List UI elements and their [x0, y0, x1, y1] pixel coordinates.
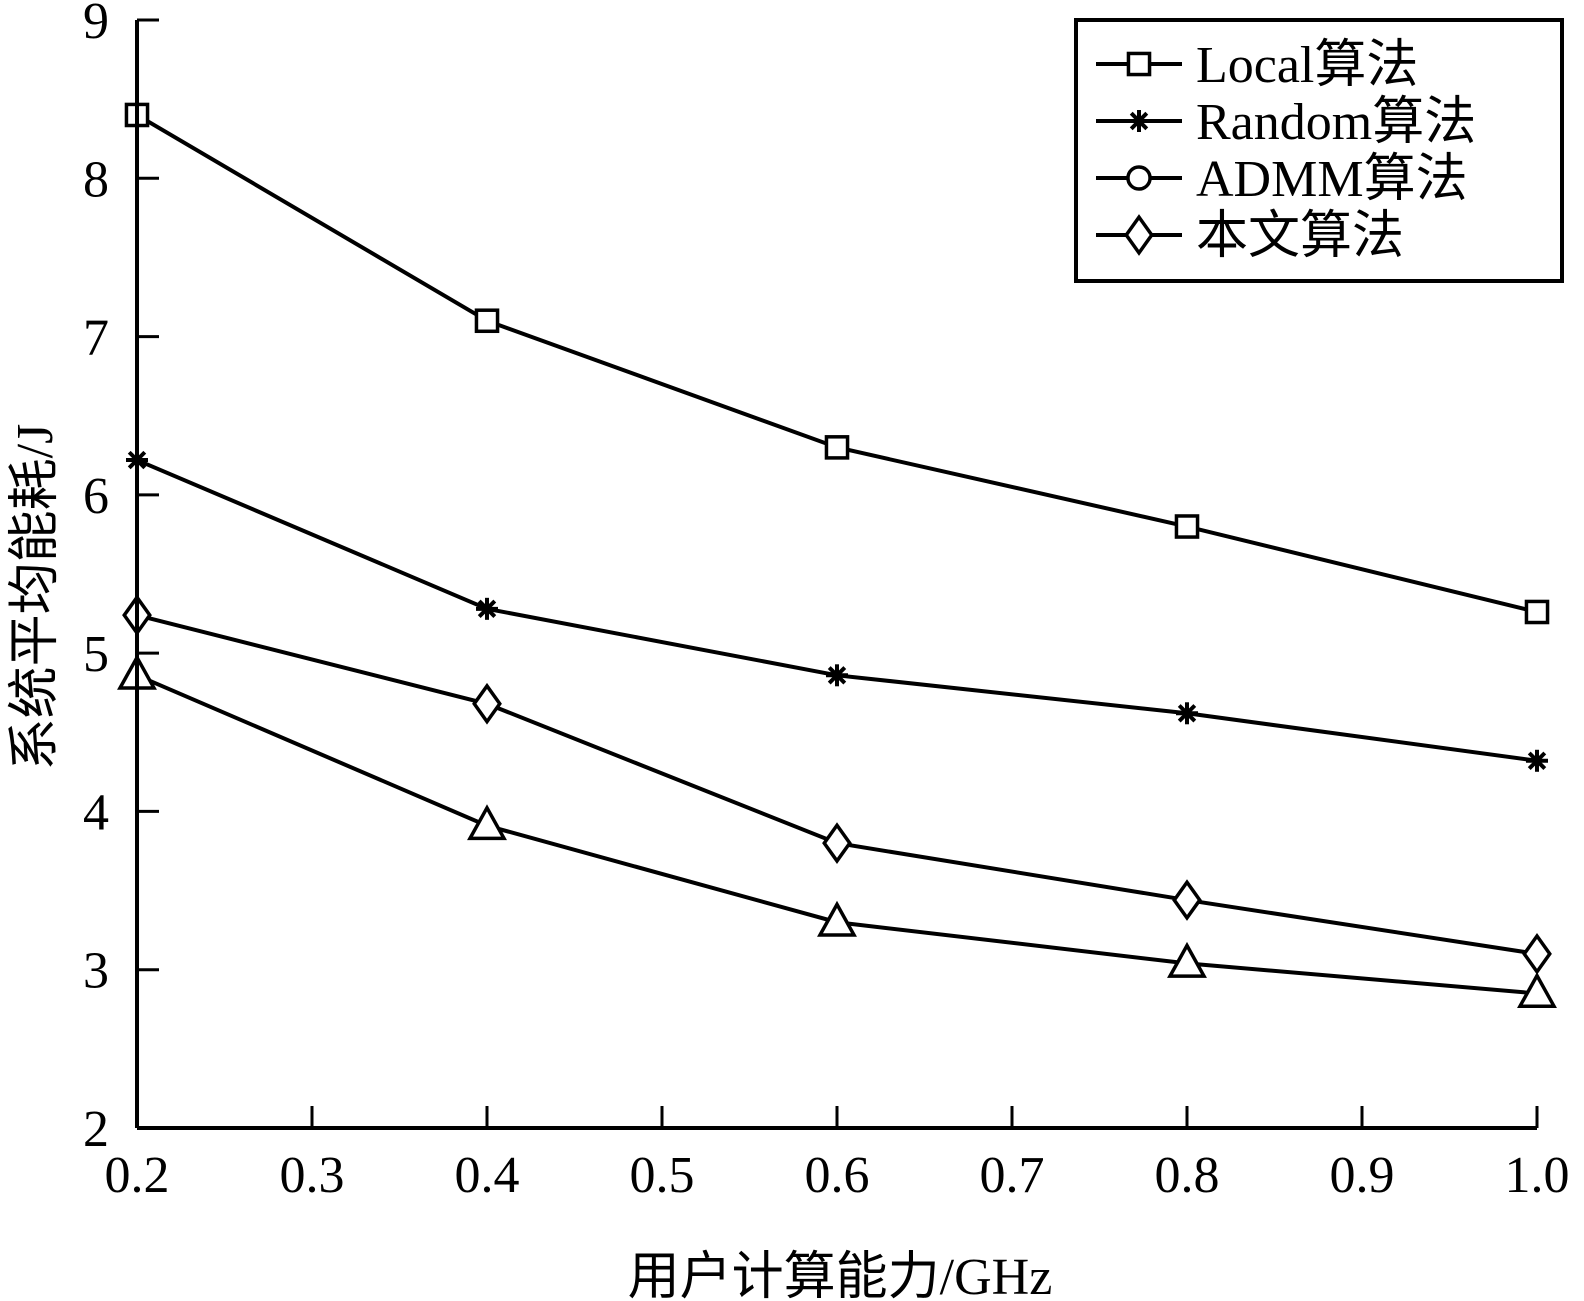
legend-marker: [1126, 51, 1152, 77]
x-tick-label: 0.2: [105, 1147, 170, 1204]
data-point: [474, 308, 500, 334]
y-tick-label: 9: [83, 0, 109, 50]
axes: 0.2 0.3 0.4 0.5 0.6 0.7 0.8 0.9 1.0 2 3 4 5 6 7 8 9: [83, 0, 1570, 1204]
y-axis-title: 系统平均能耗/J: [7, 424, 64, 771]
data-point: [824, 435, 850, 460]
data-point: [1174, 514, 1200, 539]
data-point: [822, 822, 852, 864]
data-point: [1176, 702, 1198, 725]
series-3: [117, 653, 1557, 1008]
x-tick-label: 0.6: [805, 1147, 870, 1204]
x-tick-label: 0.3: [280, 1147, 345, 1204]
y-tick-label: 4: [83, 784, 109, 841]
x-tick-label: 1.0: [1505, 1147, 1570, 1204]
legend-label: Random算法: [1196, 94, 1476, 151]
y-tick-label: 6: [83, 468, 109, 525]
y-tick-label: 7: [83, 310, 109, 367]
legend-marker: [1126, 165, 1152, 191]
legend-label: ADMM算法: [1196, 151, 1468, 208]
legend-entry: ADMM算法: [1096, 151, 1468, 208]
data-point: [1172, 879, 1202, 921]
data-point: [1517, 972, 1557, 1008]
x-tick-label: 0.5: [630, 1147, 695, 1204]
legend-entry: 本文算法: [1096, 208, 1404, 265]
y-tick-label: 8: [83, 151, 109, 208]
y-tick-label: 2: [83, 1101, 109, 1158]
x-axis-title: 用户计算能力/GHz: [628, 1249, 1053, 1301]
legend-marker: [1128, 110, 1150, 132]
legend-label: 本文算法: [1196, 208, 1404, 265]
legend-entry: Random算法: [1096, 94, 1476, 151]
y-tick-label: 3: [83, 943, 109, 1000]
data-point: [1522, 933, 1552, 975]
data-point: [1167, 941, 1207, 978]
data-point: [1526, 749, 1548, 772]
series-1: [124, 102, 1550, 625]
series-2: [126, 449, 1548, 772]
legend-marker: [1124, 214, 1154, 256]
x-tick-label: 0.8: [1155, 1147, 1220, 1204]
data-point: [472, 682, 502, 725]
data-point: [467, 804, 507, 841]
series-line: [136, 458, 1538, 763]
data-point: [826, 664, 848, 687]
x-tick-label: 0.4: [455, 1147, 520, 1204]
data-point: [1524, 599, 1550, 625]
data-point: [817, 900, 857, 937]
legend-label: Local算法: [1196, 37, 1418, 94]
x-tick-label: 0.7: [980, 1147, 1045, 1204]
x-tick-label: 0.9: [1330, 1147, 1395, 1204]
y-tick-label: 5: [83, 626, 109, 683]
series-layer: [117, 102, 1557, 1008]
legend-entry: Local算法: [1096, 37, 1418, 94]
data-point: [476, 597, 498, 620]
